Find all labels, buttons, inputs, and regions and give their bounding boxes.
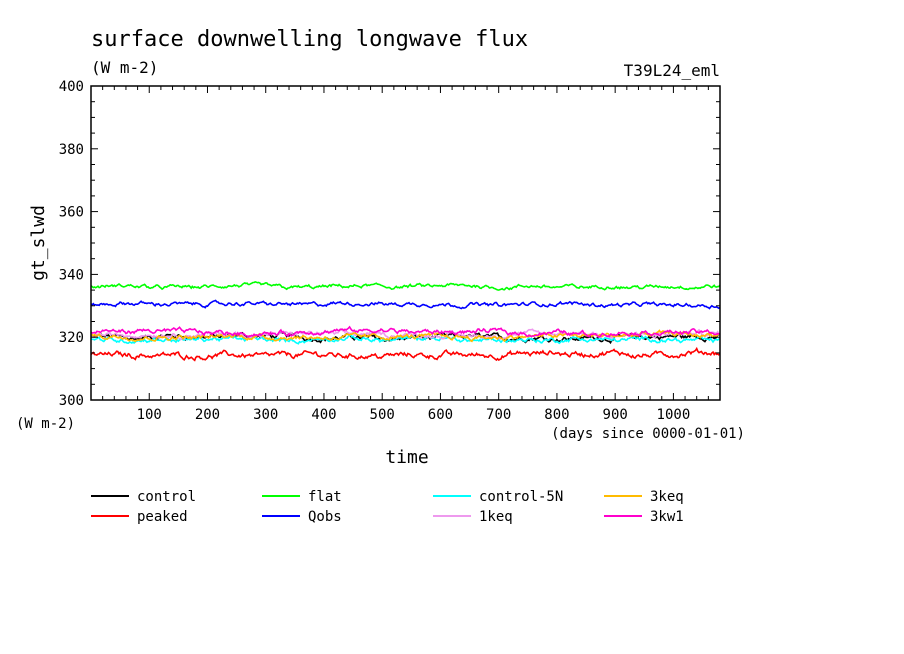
legend-label: 1keq bbox=[479, 509, 513, 525]
y-tick-label: 400 bbox=[59, 79, 84, 95]
series-layer bbox=[90, 281, 721, 362]
series-line-qobs bbox=[90, 299, 721, 310]
x-tick-label: 400 bbox=[311, 407, 336, 423]
x-tick-label: 700 bbox=[486, 407, 511, 423]
x-tick-label: 900 bbox=[603, 407, 628, 423]
y-tick-label: 320 bbox=[59, 330, 84, 346]
x-tick-label: 200 bbox=[195, 407, 220, 423]
y-axis-label: gt_slwd bbox=[28, 205, 49, 281]
plot-frame bbox=[90, 85, 721, 401]
x-tick-label: 500 bbox=[370, 407, 395, 423]
y-tick-label: 380 bbox=[59, 142, 84, 158]
legend: control peaked flat Qobs control-5N 1keq 3keq 3… bbox=[91, 489, 684, 525]
tick-layer: 100 200 300 400 500 600 700 800 900 1000 300 320 340… bbox=[59, 79, 721, 423]
x-tick-label: 800 bbox=[544, 407, 569, 423]
x-tick-label: 300 bbox=[253, 407, 278, 423]
legend-label: flat bbox=[308, 489, 342, 505]
y-tick-label: 340 bbox=[59, 267, 84, 283]
series-line-flat bbox=[90, 281, 721, 291]
y-tick-label: 360 bbox=[59, 205, 84, 221]
chart-subtitle: (W m-2) bbox=[91, 58, 158, 77]
series-line-control-5n bbox=[90, 333, 721, 345]
legend-label: control bbox=[137, 489, 196, 505]
legend-label: 3keq bbox=[650, 489, 684, 505]
chart-title: surface downwelling longwave flux bbox=[91, 27, 528, 52]
run-label: T39L24_eml bbox=[624, 61, 720, 80]
series-line-peaked bbox=[90, 346, 721, 362]
x-tick-label: 1000 bbox=[657, 407, 691, 423]
y-unit-label: (W m-2) bbox=[16, 416, 75, 432]
legend-label: 3kw1 bbox=[650, 509, 684, 525]
x-unit-label: (days since 0000-01-01) bbox=[551, 426, 745, 442]
x-tick-label: 100 bbox=[137, 407, 162, 423]
legend-label: peaked bbox=[137, 509, 188, 525]
y-tick-label: 300 bbox=[59, 393, 84, 409]
x-axis-label: time bbox=[385, 447, 428, 468]
legend-label: Qobs bbox=[308, 509, 342, 525]
x-tick-label: 600 bbox=[428, 407, 453, 423]
legend-label: control-5N bbox=[479, 489, 563, 505]
series-line-3kw1 bbox=[90, 325, 721, 338]
